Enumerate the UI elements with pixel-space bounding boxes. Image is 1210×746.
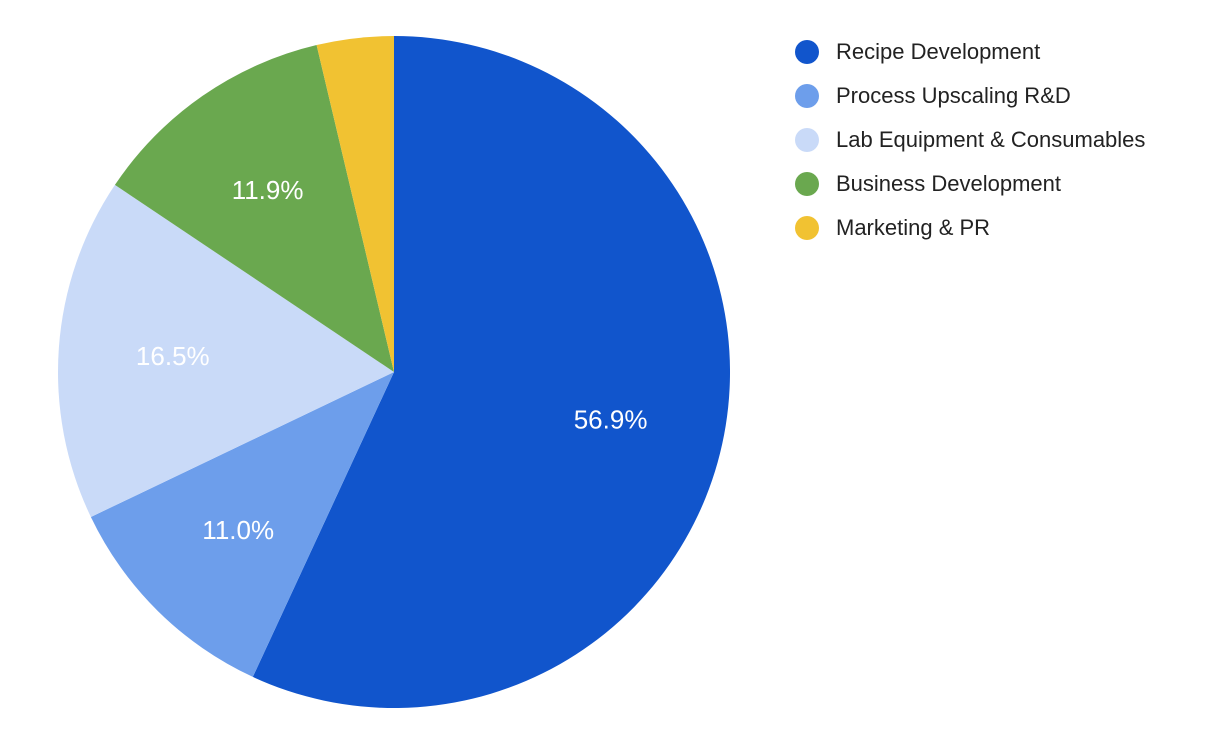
slice-label-recipe-development: 56.9%	[574, 405, 648, 435]
slice-label-lab-equipment-and-consumables: 16.5%	[136, 341, 210, 371]
legend-label: Business Development	[836, 171, 1062, 196]
chart-legend: Recipe Development Process Upscaling R&D L…	[795, 30, 1145, 250]
pie-slices	[57, 36, 731, 708]
pie-slice-lab-equipment-and-consumables	[57, 184, 395, 517]
pie-slice-business-development	[114, 45, 395, 372]
legend-swatch	[795, 40, 819, 64]
legend-label: Process Upscaling R&D	[836, 83, 1071, 108]
legend-swatch	[795, 216, 819, 240]
legend-item-lab-equipment-and-consumables: Lab Equipment & Consumables	[795, 118, 1145, 162]
pie-slice-process-upscaling-randd	[90, 372, 394, 677]
legend-item-process-upscaling-randd: Process Upscaling R&D	[795, 74, 1145, 118]
legend-label: Recipe Development	[836, 39, 1041, 64]
slice-label-business-development: 11.9%	[232, 175, 304, 205]
pie-slice-marketing-and-pr	[316, 36, 394, 372]
legend-swatch	[795, 172, 819, 196]
legend-swatch	[795, 84, 819, 108]
slice-label-process-upscaling-randd: 11.0%	[202, 515, 274, 545]
legend-item-recipe-development: Recipe Development	[795, 30, 1145, 74]
legend-item-marketing-and-pr: Marketing & PR	[795, 206, 1145, 250]
legend-swatch	[795, 128, 819, 152]
pie-slice-labels: 56.9% 11.0% 16.5% 11.9%	[136, 175, 648, 545]
legend-item-business-development: Business Development	[795, 162, 1145, 206]
legend-label: Marketing & PR	[836, 215, 991, 240]
legend-label: Lab Equipment & Consumables	[836, 127, 1146, 152]
pie-slice-recipe-development	[252, 36, 731, 708]
